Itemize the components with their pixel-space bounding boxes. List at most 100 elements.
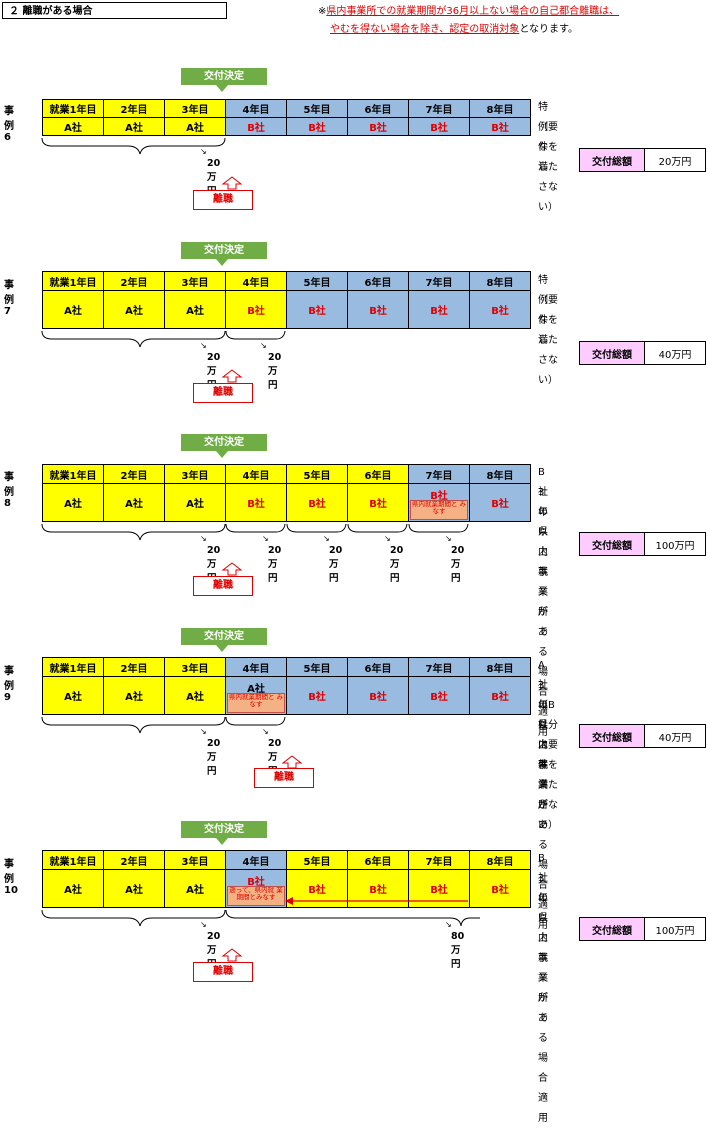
year-cell: 2年目 <box>103 99 165 118</box>
company-cell: B社 <box>408 290 470 329</box>
year-cell: 3年目 <box>164 657 226 677</box>
company-cell: B社 <box>469 483 531 522</box>
year-cell: 8年目 <box>469 464 531 484</box>
tick-mark: ↘ <box>200 920 207 929</box>
company-cell: B社 <box>469 676 531 715</box>
year-cell: 7年目 <box>408 657 470 677</box>
total-value: 20万円 <box>645 149 705 171</box>
total-box: 交付総額 40万円 <box>579 341 706 365</box>
note-suffix: となります。 <box>519 24 579 35</box>
year-cell: 就業1年目 <box>42 464 104 484</box>
warning-note-line2: やむを得ない場合を除き、認定の取消対象となります。 <box>330 21 578 38</box>
brace-bracket <box>41 137 226 155</box>
arrow-down-icon <box>216 259 228 266</box>
case-label: 事例7 <box>4 280 14 317</box>
up-arrow-icon <box>222 176 242 190</box>
up-arrow-icon <box>282 755 302 769</box>
arrow-down-icon <box>216 645 228 652</box>
side-text: 3年以上就業がある場合適用 <box>538 873 548 1124</box>
year-cell: 5年目 <box>286 850 348 870</box>
kofu-kettei-badge: 交付決定 <box>181 821 267 838</box>
year-cell: 5年目 <box>286 99 348 118</box>
year-cell: 5年目 <box>286 464 348 484</box>
company-cell: B社 <box>469 290 531 329</box>
side-text: （B社分は要件を満たさない） <box>538 700 558 831</box>
total-box: 交付総額 20万円 <box>579 148 706 172</box>
company-cell: A社 <box>164 869 226 908</box>
year-cell: 7年目 <box>408 99 470 118</box>
up-arrow-icon <box>222 562 242 576</box>
brace-bracket <box>41 523 469 541</box>
amount-label: 20万円 <box>207 738 221 777</box>
side-text: 3年以上就業がある場合適用 <box>538 487 548 738</box>
side-text: （要件を満たさない） <box>538 122 558 213</box>
company-cell: A社 <box>103 869 165 908</box>
company-cell: A社 <box>42 483 104 522</box>
company-cell: A社 <box>103 117 165 136</box>
total-label: 交付総額 <box>580 342 645 364</box>
year-cell: 4年目 <box>225 657 287 677</box>
tick-mark: ↘ <box>200 147 207 156</box>
year-cell: 4年目 <box>225 271 287 291</box>
case-label: 事例8 <box>4 472 14 509</box>
total-value: 40万円 <box>645 342 705 364</box>
tick-mark: ↘ <box>262 534 269 543</box>
side-text: 特例なし <box>538 102 548 173</box>
year-cell: 6年目 <box>347 271 409 291</box>
case-label: 事例6 <box>4 106 14 143</box>
company-cell: A社 <box>103 676 165 715</box>
note-red-2: やむを得ない場合を除き、認定の取消対象 <box>330 24 520 35</box>
note-red-1: 県内事業所での就業期間が36月以上ない場合の自己都合離職は、 <box>326 6 620 17</box>
company-cell: A社 <box>103 290 165 329</box>
brace-bracket <box>41 716 286 734</box>
amount-label: 20万円 <box>329 545 343 584</box>
section-title: ２ 離職がある場合 <box>2 2 227 19</box>
total-box: 交付総額 100万円 <box>579 917 706 941</box>
year-cell: 8年目 <box>469 850 531 870</box>
company-cell: B社 <box>286 117 348 136</box>
amount-label: 20万円 <box>451 545 465 584</box>
year-cell: 2年目 <box>103 850 165 870</box>
sub-note: 遡って、県内就 業期間とみなす <box>227 886 285 906</box>
year-cell: 5年目 <box>286 271 348 291</box>
year-cell: 就業1年目 <box>42 99 104 118</box>
case-label: 事例10 <box>4 859 18 896</box>
rishoku-box: 離職 <box>193 190 253 210</box>
side-text: （要件を満たさない） <box>538 295 558 386</box>
year-cell: 6年目 <box>347 657 409 677</box>
company-cell: B社 <box>408 676 470 715</box>
sub-note: 県内就業期間と みなす <box>227 693 285 713</box>
tick-mark: ↘ <box>260 341 267 350</box>
tick-mark: ↘ <box>445 920 452 929</box>
year-cell: 5年目 <box>286 657 348 677</box>
year-cell: 就業1年目 <box>42 271 104 291</box>
company-cell: A社 <box>42 869 104 908</box>
company-cell: B社 <box>469 869 531 908</box>
total-box: 交付総額 100万円 <box>579 532 706 556</box>
rishoku-box: 離職 <box>193 962 253 982</box>
tick-mark: ↘ <box>200 727 207 736</box>
year-cell: 4年目 <box>225 99 287 118</box>
note-prefix: ※ <box>318 6 327 17</box>
arrow-down-icon <box>216 838 228 845</box>
year-cell: 3年目 <box>164 850 226 870</box>
company-cell: A社 <box>42 290 104 329</box>
company-cell: B社 <box>347 290 409 329</box>
company-cell: B社 <box>225 290 287 329</box>
total-value: 100万円 <box>645 533 705 555</box>
side-text: A社の県内事業所で <box>538 660 548 831</box>
company-cell: B社 <box>347 117 409 136</box>
rishoku-box: 離職 <box>193 576 253 596</box>
tick-mark: ↘ <box>445 534 452 543</box>
company-cell: B社 <box>286 676 348 715</box>
year-cell: 就業1年目 <box>42 850 104 870</box>
company-cell: A社 <box>103 483 165 522</box>
year-cell: 2年目 <box>103 657 165 677</box>
year-cell: 6年目 <box>347 850 409 870</box>
rishoku-box: 離職 <box>254 768 314 788</box>
arrow-down-icon <box>216 451 228 458</box>
year-cell: 2年目 <box>103 271 165 291</box>
arrow-down-icon <box>216 85 228 92</box>
company-cell: A社 <box>164 290 226 329</box>
amount-label: 80万円 <box>451 931 465 970</box>
